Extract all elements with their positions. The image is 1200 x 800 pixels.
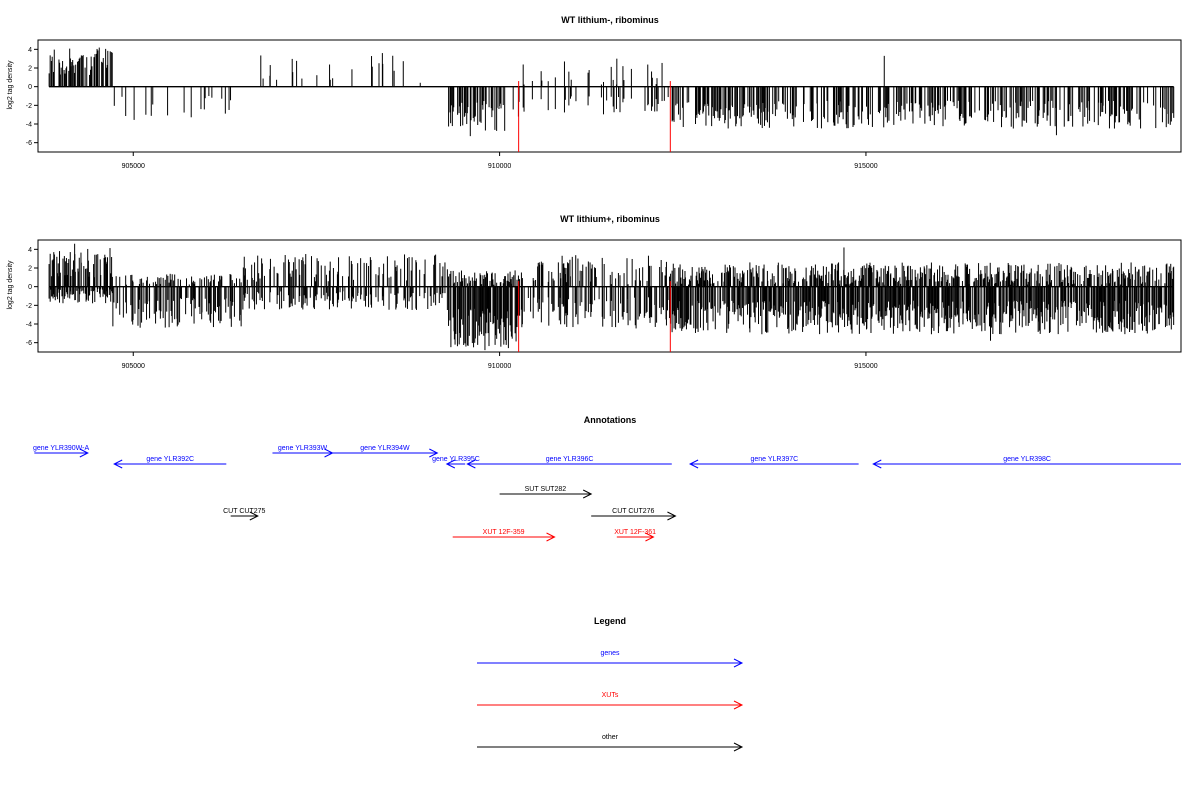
panel-title: WT lithium-, ribominus [561,15,659,25]
legend-items: genes XUTs other [477,650,744,752]
legend-label: XUTs [602,692,619,699]
x-tick-label: 915000 [854,363,877,370]
panel-title: WT lithium+, ribominus [560,214,660,224]
legend-arrow-head [733,742,744,752]
feature-arrow-head [645,532,655,542]
feature-arrow-head [466,459,476,469]
legend-label: genes [600,650,620,657]
y-tick-label: -6 [26,340,32,347]
legend-arrow-head [733,658,744,668]
track-panel-lithium-plus: WT lithium+, ribominus log2 tag density … [7,214,1182,370]
feature-label: gene YLR393W [278,445,328,452]
feature-arrow-head [445,459,456,469]
feature-label: gene YLR396C [546,456,594,463]
y-tick-label: 4 [28,47,32,54]
x-axis: 905000 910000 915000 [122,352,878,370]
y-tick-label: 2 [28,66,32,73]
feature-arrow-head [667,511,677,521]
feature-group: gene YLR390W-A gene YLR392C gene YLR393W ge… [33,445,1181,542]
feature-arrow-head [113,459,123,469]
legend-panel: Legend genes XUTs other [477,616,744,752]
y-tick-label: -2 [26,103,32,110]
y-tick-label: -6 [26,140,32,147]
bar-group [48,243,1175,351]
feature-label: XUT 12F-361 [614,529,656,536]
x-tick-label: 910000 [488,163,511,170]
feature-arrow-head [79,448,89,458]
feature-arrow-head [249,511,259,521]
x-tick-label: 915000 [854,163,877,170]
legend-label: other [602,734,619,741]
feature-arrow-head [872,459,882,469]
y-axis: 4 2 0 -2 -4 -6 [26,247,38,347]
feature-label: gene YLR398C [1003,456,1051,463]
feature-arrow-head [582,489,593,499]
y-axis-label: log2 tag density [7,60,14,110]
y-tick-label: -4 [26,322,32,329]
plot-frame [37,39,1182,153]
feature-label: XUT 12F-359 [483,529,525,536]
x-tick-label: 905000 [122,163,145,170]
feature-arrow-head [429,448,439,458]
x-tick-label: 905000 [122,363,145,370]
track-panel-lithium-minus: WT lithium-, ribominus log2 tag density … [7,15,1182,170]
feature-label: gene YLR394W [360,445,410,452]
feature-label: gene YLR397C [750,456,798,463]
x-tick-label: 910000 [488,363,511,370]
feature-arrow-head [688,459,699,469]
feature-label: gene YLR395C [432,456,480,463]
plot-frame [37,239,1182,353]
annotations-title: Annotations [584,415,637,425]
bar-group [48,47,1175,137]
y-tick-label: -4 [26,122,32,129]
y-axis: 4 2 0 -2 -4 -6 [26,47,38,147]
y-axis-label: log2 tag density [7,260,14,310]
feature-arrow-head [546,532,556,542]
y-tick-label: -2 [26,303,32,310]
feature-label: CUT CUT275 [223,508,265,515]
y-tick-label: 4 [28,247,32,254]
feature-label: CUT CUT276 [612,508,654,515]
feature-label: gene YLR392C [146,456,194,463]
feature-label: gene YLR390W-A [33,445,89,452]
legend-title: Legend [594,616,626,626]
y-tick-label: 0 [28,84,32,91]
feature-label: SUT SUT282 [525,486,567,493]
legend-arrow-head [733,700,744,710]
marker-group [518,81,671,152]
x-axis: 905000 910000 915000 [122,152,878,170]
y-tick-label: 0 [28,284,32,291]
marker-group [518,281,671,352]
y-tick-label: 2 [28,266,32,273]
